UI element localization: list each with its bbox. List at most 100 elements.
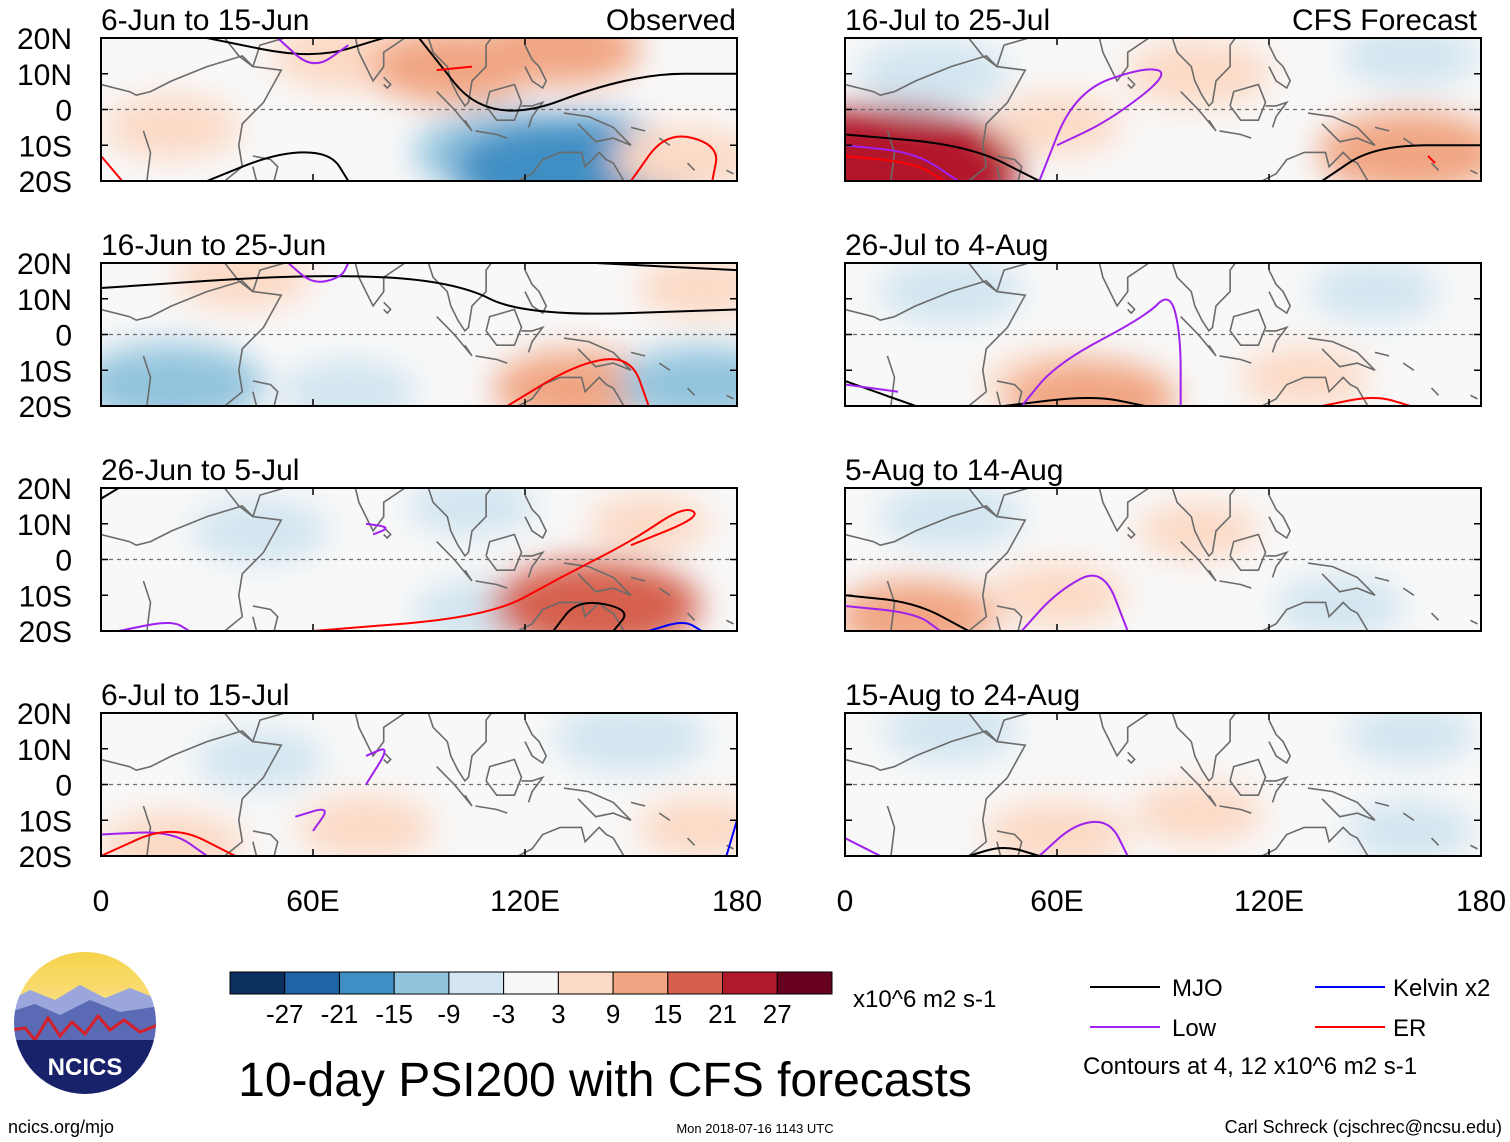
coastline bbox=[383, 751, 392, 765]
contour-er bbox=[312, 509, 696, 631]
colorbar-swatch bbox=[722, 971, 778, 995]
coastline bbox=[1180, 766, 1217, 807]
contour-low bbox=[1020, 298, 1182, 406]
contour-low bbox=[295, 808, 326, 832]
longitude-labels: 0 60E 120E 180 0 60E 120E 180 bbox=[93, 885, 1506, 918]
coastline bbox=[516, 376, 625, 406]
colorbar-swatch bbox=[612, 971, 669, 995]
panel-title: 16-Jul to 25-Jul bbox=[845, 4, 1050, 37]
panel-ticks bbox=[844, 712, 1482, 857]
coastline bbox=[252, 38, 287, 67]
coastline bbox=[521, 100, 545, 128]
coastline bbox=[1402, 587, 1415, 596]
map-panel: 16-Jun to 25-Jun bbox=[100, 229, 738, 407]
lat-tick-label: 20S bbox=[19, 841, 72, 874]
anomaly-blob bbox=[1274, 575, 1405, 631]
lat-tick-label: 10S bbox=[19, 580, 72, 613]
lat-tick-label: 0 bbox=[55, 770, 72, 803]
coastline bbox=[252, 713, 287, 742]
coastline bbox=[1171, 38, 1237, 108]
colorbar-units: x10^6 m2 s-1 bbox=[853, 986, 996, 1013]
anomaly-blob bbox=[1341, 38, 1480, 88]
coastline bbox=[475, 805, 508, 814]
coastline bbox=[686, 612, 696, 621]
coastline bbox=[524, 494, 548, 540]
coastline bbox=[252, 830, 279, 856]
coastline bbox=[1219, 355, 1252, 364]
coastline bbox=[1265, 325, 1289, 353]
coastline bbox=[967, 38, 998, 68]
coastline bbox=[1098, 488, 1152, 533]
coastline bbox=[1430, 612, 1440, 621]
contour-low bbox=[1038, 68, 1163, 181]
coastline bbox=[354, 488, 408, 533]
lat-tick-label: 20N bbox=[17, 698, 72, 731]
map-panel: 5-Aug to 14-Aug bbox=[844, 454, 1482, 632]
contour-low bbox=[1020, 574, 1129, 631]
lat-tick-label: 20N bbox=[17, 23, 72, 56]
lat-tick-label: 20S bbox=[19, 166, 72, 199]
coastline bbox=[845, 504, 1027, 631]
anomaly-blob bbox=[297, 795, 435, 856]
map-panel: 15-Aug to 24-Aug bbox=[844, 679, 1482, 857]
coastline bbox=[1127, 526, 1136, 540]
anomaly-blob bbox=[101, 812, 245, 856]
coastlines bbox=[101, 263, 734, 406]
anomaly-blob bbox=[490, 559, 701, 631]
coastlines bbox=[845, 263, 1478, 406]
anomaly-blob bbox=[1137, 502, 1260, 560]
coastline bbox=[516, 601, 625, 631]
lat-tick-label: 10N bbox=[17, 284, 72, 317]
coastline bbox=[563, 337, 632, 372]
colorbar-label: -15 bbox=[375, 999, 413, 1029]
coastline bbox=[101, 504, 283, 631]
coastline bbox=[521, 550, 545, 578]
coastline bbox=[223, 263, 254, 293]
coastline bbox=[1229, 308, 1267, 346]
anomaly-blob bbox=[878, 488, 1024, 550]
map-panel: 26-Jul to 4-Aug bbox=[844, 229, 1482, 407]
coastline bbox=[142, 355, 152, 406]
anomaly-blob bbox=[173, 263, 312, 309]
coastline bbox=[1430, 162, 1440, 171]
coastline bbox=[1219, 805, 1252, 814]
colorbar: -27 -21 -15 -9 -3 3 9 15 21 27 bbox=[229, 971, 833, 1029]
lon-tick-label: 0 bbox=[93, 885, 110, 918]
panel-title: 26-Jul to 4-Aug bbox=[845, 229, 1048, 262]
contour-er bbox=[101, 830, 236, 856]
coastline bbox=[1470, 169, 1478, 175]
coastline bbox=[524, 44, 548, 90]
coastline bbox=[1268, 494, 1292, 540]
coastline bbox=[1374, 801, 1390, 807]
anomaly-blob bbox=[279, 360, 418, 406]
anomaly-blob bbox=[1133, 783, 1264, 844]
lat-tick-label: 20N bbox=[17, 248, 72, 281]
colorbar-label: -9 bbox=[437, 999, 460, 1029]
colorbar-label: 15 bbox=[653, 999, 682, 1029]
coastline bbox=[101, 54, 283, 181]
wave-contours bbox=[101, 748, 737, 856]
coastline bbox=[383, 301, 392, 315]
coastline bbox=[223, 488, 254, 518]
coastline bbox=[1260, 151, 1369, 181]
lat-tick-label: 10N bbox=[17, 734, 72, 767]
coastline bbox=[436, 541, 473, 582]
contour-low bbox=[287, 263, 350, 283]
coastline bbox=[1430, 837, 1440, 846]
author-credit: Carl Schreck (cjschrec@ncsu.edu) bbox=[1225, 1117, 1502, 1137]
coastlines bbox=[845, 38, 1478, 181]
contour-low bbox=[101, 831, 208, 856]
coastline bbox=[1470, 619, 1478, 625]
coastline bbox=[354, 38, 408, 83]
coastline bbox=[524, 719, 548, 765]
anomaly-blob bbox=[882, 713, 1020, 763]
lat-tick-label: 0 bbox=[55, 320, 72, 353]
coastline bbox=[223, 38, 254, 68]
contour-er bbox=[436, 65, 473, 72]
colorbar-label: 27 bbox=[763, 999, 792, 1029]
coastline bbox=[485, 533, 523, 571]
coastline bbox=[436, 91, 473, 132]
coastline bbox=[1127, 301, 1136, 315]
coastline bbox=[1265, 100, 1289, 128]
